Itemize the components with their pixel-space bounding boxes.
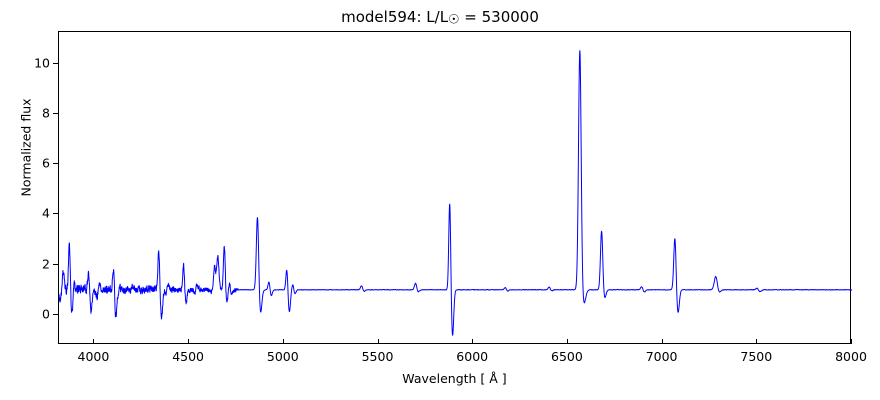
x-tick-label: 5000 — [266, 349, 299, 364]
y-tick-mark — [53, 313, 58, 315]
y-tick-label: 8 — [42, 105, 50, 121]
y-tick-label: 10 — [34, 55, 50, 71]
x-tick-label: 6500 — [551, 349, 583, 364]
x-axis-label: Wavelength [ Å ] — [402, 371, 507, 386]
y-tick-mark — [53, 62, 58, 64]
x-tick-mark — [93, 339, 95, 344]
x-tick-mark — [282, 339, 284, 344]
spectrum-line-series — [59, 32, 852, 345]
y-tick-mark — [53, 113, 58, 115]
x-tick-mark — [566, 339, 568, 344]
x-tick-label: 7500 — [740, 349, 773, 364]
sun-symbol-icon: ☉ — [448, 12, 460, 28]
plot-axes — [58, 31, 852, 345]
x-tick-mark — [472, 339, 474, 344]
y-tick-label: 6 — [42, 155, 50, 171]
x-tick-mark — [851, 339, 852, 344]
x-tick-mark — [661, 339, 663, 344]
y-tick-label: 4 — [42, 205, 50, 221]
x-tick-label: 8000 — [835, 349, 867, 364]
y-tick-label: 2 — [42, 256, 50, 272]
x-tick-mark — [756, 339, 758, 344]
x-tick-mark — [188, 339, 190, 344]
y-tick-mark — [53, 163, 58, 165]
page-title: model594: L/L☉ = 530000 — [0, 8, 880, 28]
x-tick-label: 5500 — [361, 349, 394, 364]
x-tick-label: 4500 — [172, 349, 205, 364]
y-tick-label: 0 — [42, 306, 50, 322]
y-tick-mark — [53, 263, 58, 265]
y-tick-mark — [53, 213, 58, 215]
x-tick-label: 4000 — [77, 349, 110, 364]
x-tick-label: 6000 — [456, 349, 489, 364]
title-text: model594: L/L☉ = 530000 — [341, 8, 539, 28]
x-tick-mark — [377, 339, 379, 344]
x-tick-label: 7000 — [645, 349, 678, 364]
